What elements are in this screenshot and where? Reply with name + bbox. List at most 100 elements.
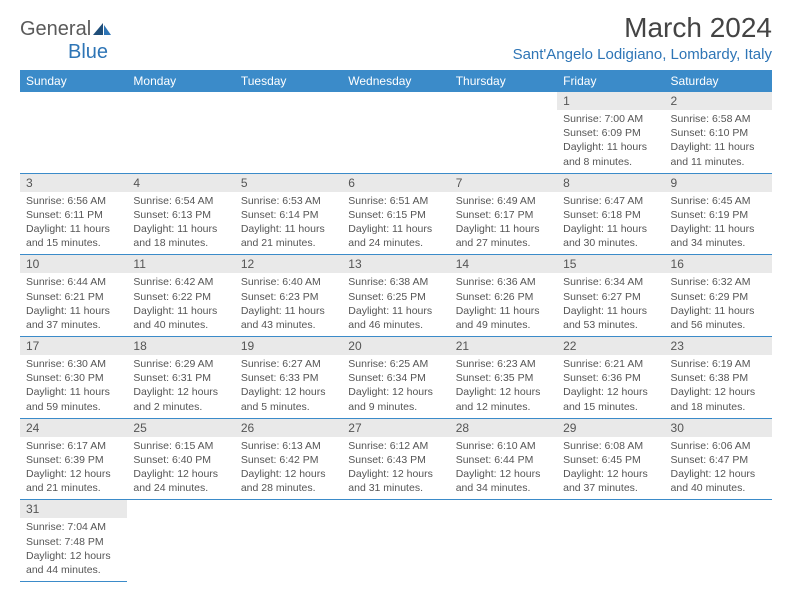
day-data: Sunrise: 7:04 AMSunset: 7:48 PMDaylight:… bbox=[20, 518, 127, 581]
day-data: Sunrise: 6:38 AMSunset: 6:25 PMDaylight:… bbox=[342, 273, 449, 336]
day-cell: 4Sunrise: 6:54 AMSunset: 6:13 PMDaylight… bbox=[127, 173, 234, 255]
day-cell: 16Sunrise: 6:32 AMSunset: 6:29 PMDayligh… bbox=[665, 255, 772, 337]
day-data: Sunrise: 6:47 AMSunset: 6:18 PMDaylight:… bbox=[557, 192, 664, 255]
day-cell: 30Sunrise: 6:06 AMSunset: 6:47 PMDayligh… bbox=[665, 418, 772, 500]
day-number: 3 bbox=[20, 174, 127, 192]
day-cell: 19Sunrise: 6:27 AMSunset: 6:33 PMDayligh… bbox=[235, 337, 342, 419]
day-data: Sunrise: 6:45 AMSunset: 6:19 PMDaylight:… bbox=[665, 192, 772, 255]
weekday-header: Tuesday bbox=[235, 70, 342, 92]
calendar-body: 1Sunrise: 7:00 AMSunset: 6:09 PMDaylight… bbox=[20, 92, 772, 582]
day-cell: 31Sunrise: 7:04 AMSunset: 7:48 PMDayligh… bbox=[20, 500, 127, 582]
day-cell: 21Sunrise: 6:23 AMSunset: 6:35 PMDayligh… bbox=[450, 337, 557, 419]
day-data: Sunrise: 6:08 AMSunset: 6:45 PMDaylight:… bbox=[557, 437, 664, 500]
day-data: Sunrise: 6:36 AMSunset: 6:26 PMDaylight:… bbox=[450, 273, 557, 336]
weekday-row: SundayMondayTuesdayWednesdayThursdayFrid… bbox=[20, 70, 772, 92]
day-number: 9 bbox=[665, 174, 772, 192]
day-cell: 2Sunrise: 6:58 AMSunset: 6:10 PMDaylight… bbox=[665, 92, 772, 173]
day-data: Sunrise: 6:49 AMSunset: 6:17 PMDaylight:… bbox=[450, 192, 557, 255]
day-data: Sunrise: 7:00 AMSunset: 6:09 PMDaylight:… bbox=[557, 110, 664, 173]
day-data: Sunrise: 6:06 AMSunset: 6:47 PMDaylight:… bbox=[665, 437, 772, 500]
day-number: 6 bbox=[342, 174, 449, 192]
day-data: Sunrise: 6:10 AMSunset: 6:44 PMDaylight:… bbox=[450, 437, 557, 500]
day-cell: 26Sunrise: 6:13 AMSunset: 6:42 PMDayligh… bbox=[235, 418, 342, 500]
day-data: Sunrise: 6:53 AMSunset: 6:14 PMDaylight:… bbox=[235, 192, 342, 255]
weekday-header: Monday bbox=[127, 70, 234, 92]
month-title: March 2024 bbox=[513, 12, 772, 44]
empty-cell bbox=[557, 500, 664, 582]
empty-cell bbox=[665, 500, 772, 582]
weekday-header: Sunday bbox=[20, 70, 127, 92]
day-data: Sunrise: 6:27 AMSunset: 6:33 PMDaylight:… bbox=[235, 355, 342, 418]
day-number: 24 bbox=[20, 419, 127, 437]
title-block: March 2024 Sant'Angelo Lodigiano, Lombar… bbox=[513, 12, 772, 63]
day-data: Sunrise: 6:34 AMSunset: 6:27 PMDaylight:… bbox=[557, 273, 664, 336]
empty-cell bbox=[20, 92, 127, 173]
day-number: 17 bbox=[20, 337, 127, 355]
day-number: 27 bbox=[342, 419, 449, 437]
day-cell: 20Sunrise: 6:25 AMSunset: 6:34 PMDayligh… bbox=[342, 337, 449, 419]
header: GeneralBlue March 2024 Sant'Angelo Lodig… bbox=[20, 12, 772, 64]
empty-cell bbox=[235, 92, 342, 173]
empty-cell bbox=[342, 92, 449, 173]
day-data: Sunrise: 6:29 AMSunset: 6:31 PMDaylight:… bbox=[127, 355, 234, 418]
day-data: Sunrise: 6:58 AMSunset: 6:10 PMDaylight:… bbox=[665, 110, 772, 173]
day-number: 13 bbox=[342, 255, 449, 273]
day-number: 1 bbox=[557, 92, 664, 110]
day-cell: 17Sunrise: 6:30 AMSunset: 6:30 PMDayligh… bbox=[20, 337, 127, 419]
calendar-row: 3Sunrise: 6:56 AMSunset: 6:11 PMDaylight… bbox=[20, 173, 772, 255]
day-data: Sunrise: 6:25 AMSunset: 6:34 PMDaylight:… bbox=[342, 355, 449, 418]
day-data: Sunrise: 6:17 AMSunset: 6:39 PMDaylight:… bbox=[20, 437, 127, 500]
day-number: 8 bbox=[557, 174, 664, 192]
day-cell: 7Sunrise: 6:49 AMSunset: 6:17 PMDaylight… bbox=[450, 173, 557, 255]
day-data: Sunrise: 6:19 AMSunset: 6:38 PMDaylight:… bbox=[665, 355, 772, 418]
day-number: 14 bbox=[450, 255, 557, 273]
day-cell: 9Sunrise: 6:45 AMSunset: 6:19 PMDaylight… bbox=[665, 173, 772, 255]
day-cell: 23Sunrise: 6:19 AMSunset: 6:38 PMDayligh… bbox=[665, 337, 772, 419]
day-number: 20 bbox=[342, 337, 449, 355]
day-number: 15 bbox=[557, 255, 664, 273]
empty-cell bbox=[127, 500, 234, 582]
day-cell: 1Sunrise: 7:00 AMSunset: 6:09 PMDaylight… bbox=[557, 92, 664, 173]
empty-cell bbox=[450, 92, 557, 173]
empty-cell bbox=[342, 500, 449, 582]
day-number: 16 bbox=[665, 255, 772, 273]
empty-cell bbox=[127, 92, 234, 173]
day-cell: 11Sunrise: 6:42 AMSunset: 6:22 PMDayligh… bbox=[127, 255, 234, 337]
calendar-row: 1Sunrise: 7:00 AMSunset: 6:09 PMDaylight… bbox=[20, 92, 772, 173]
day-data: Sunrise: 6:42 AMSunset: 6:22 PMDaylight:… bbox=[127, 273, 234, 336]
calendar-head: SundayMondayTuesdayWednesdayThursdayFrid… bbox=[20, 70, 772, 92]
day-number: 30 bbox=[665, 419, 772, 437]
day-number: 29 bbox=[557, 419, 664, 437]
logo-part2: Blue bbox=[68, 41, 108, 63]
day-number: 10 bbox=[20, 255, 127, 273]
sail-icon bbox=[91, 21, 113, 37]
day-cell: 5Sunrise: 6:53 AMSunset: 6:14 PMDaylight… bbox=[235, 173, 342, 255]
day-number: 4 bbox=[127, 174, 234, 192]
day-cell: 27Sunrise: 6:12 AMSunset: 6:43 PMDayligh… bbox=[342, 418, 449, 500]
day-number: 2 bbox=[665, 92, 772, 110]
day-cell: 8Sunrise: 6:47 AMSunset: 6:18 PMDaylight… bbox=[557, 173, 664, 255]
logo: GeneralBlue bbox=[20, 12, 113, 64]
day-data: Sunrise: 6:30 AMSunset: 6:30 PMDaylight:… bbox=[20, 355, 127, 418]
day-cell: 24Sunrise: 6:17 AMSunset: 6:39 PMDayligh… bbox=[20, 418, 127, 500]
day-number: 28 bbox=[450, 419, 557, 437]
day-number: 5 bbox=[235, 174, 342, 192]
weekday-header: Friday bbox=[557, 70, 664, 92]
day-data: Sunrise: 6:13 AMSunset: 6:42 PMDaylight:… bbox=[235, 437, 342, 500]
calendar-row: 17Sunrise: 6:30 AMSunset: 6:30 PMDayligh… bbox=[20, 337, 772, 419]
day-cell: 14Sunrise: 6:36 AMSunset: 6:26 PMDayligh… bbox=[450, 255, 557, 337]
day-cell: 10Sunrise: 6:44 AMSunset: 6:21 PMDayligh… bbox=[20, 255, 127, 337]
day-cell: 6Sunrise: 6:51 AMSunset: 6:15 PMDaylight… bbox=[342, 173, 449, 255]
weekday-header: Saturday bbox=[665, 70, 772, 92]
day-data: Sunrise: 6:12 AMSunset: 6:43 PMDaylight:… bbox=[342, 437, 449, 500]
weekday-header: Wednesday bbox=[342, 70, 449, 92]
day-number: 12 bbox=[235, 255, 342, 273]
day-number: 21 bbox=[450, 337, 557, 355]
day-data: Sunrise: 6:32 AMSunset: 6:29 PMDaylight:… bbox=[665, 273, 772, 336]
day-data: Sunrise: 6:44 AMSunset: 6:21 PMDaylight:… bbox=[20, 273, 127, 336]
empty-cell bbox=[235, 500, 342, 582]
day-data: Sunrise: 6:40 AMSunset: 6:23 PMDaylight:… bbox=[235, 273, 342, 336]
day-number: 22 bbox=[557, 337, 664, 355]
day-cell: 29Sunrise: 6:08 AMSunset: 6:45 PMDayligh… bbox=[557, 418, 664, 500]
day-cell: 12Sunrise: 6:40 AMSunset: 6:23 PMDayligh… bbox=[235, 255, 342, 337]
